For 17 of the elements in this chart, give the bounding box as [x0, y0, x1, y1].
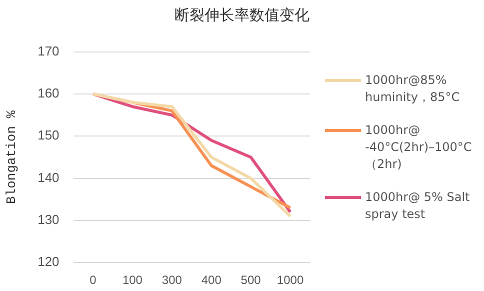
x-tick-label: 300	[162, 273, 182, 288]
y-tick-label: 130	[38, 212, 60, 228]
y-tick-label: 140	[38, 170, 60, 185]
x-tick-label: 0	[90, 273, 97, 288]
chart-title: 断裂伸长率数值变化	[174, 6, 310, 25]
x-tick-label: 100	[122, 273, 143, 288]
x-tick-label: 1000	[276, 273, 304, 288]
y-tick-label: 120	[38, 254, 60, 270]
legend-label: 1000hr@85% huminity，85°C	[365, 72, 461, 106]
legend-label: 1000hr@ -40°C(2hr)–100°C （2hr)	[365, 122, 473, 173]
y-tick-label: 170	[38, 43, 60, 58]
x-tick-label: 400	[201, 273, 222, 288]
y-tick-label: 150	[38, 128, 60, 143]
y-axis-title: Blongation %	[4, 110, 20, 204]
y-tick-label: 160	[38, 86, 60, 101]
legend-label: 1000hr@ 5% Salt spray test	[365, 189, 471, 223]
x-tick-label: 500	[240, 273, 262, 288]
